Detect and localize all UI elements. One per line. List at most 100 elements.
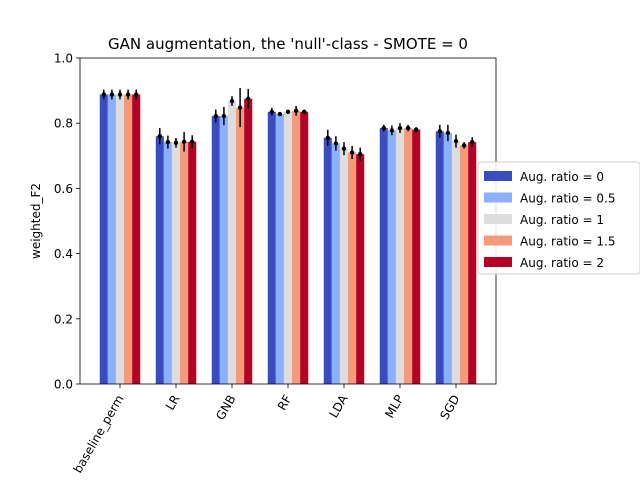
error-point-LDA-series-4 — [358, 151, 363, 157]
error-point-MLP-series-4 — [414, 127, 419, 132]
legend-swatch-3 — [484, 235, 512, 246]
error-point-LDA-series-0 — [325, 135, 330, 141]
error-point-GNB-series-2 — [229, 98, 235, 104]
x-tick-label-LR: LR — [163, 393, 183, 413]
error-point-baseline_perm-series-4 — [134, 92, 139, 97]
bar-RF-series-1 — [275, 114, 284, 385]
bar-LR-series-3 — [180, 141, 189, 384]
bar-GNB-series-2 — [227, 101, 237, 385]
error-point-LR-series-3 — [181, 139, 187, 144]
bar-LDA-series-3 — [348, 152, 357, 384]
error-point-baseline_perm-series-0 — [101, 92, 107, 97]
error-point-SGD-series-4 — [470, 139, 475, 145]
bar-RF-series-3 — [292, 110, 301, 384]
error-point-SGD-series-3 — [461, 143, 467, 148]
legend-label-2: Aug. ratio = 1 — [520, 213, 604, 227]
bar-SGD-series-4 — [468, 142, 477, 384]
error-point-LDA-series-3 — [349, 150, 355, 155]
bar-baseline_perm-series-4 — [132, 94, 141, 385]
bar-LR-series-4 — [188, 141, 197, 384]
error-point-baseline_perm-series-3 — [125, 92, 131, 97]
bar-GNB-series-1 — [219, 116, 228, 384]
legend-swatch-0 — [484, 171, 512, 181]
error-point-SGD-series-1 — [445, 130, 451, 136]
legend-swatch-1 — [484, 192, 512, 203]
bar-MLP-series-2 — [395, 128, 405, 384]
bars-layer — [99, 94, 477, 385]
bar-LR-series-1 — [163, 142, 172, 384]
error-point-LR-series-4 — [190, 139, 195, 144]
y-tick-label-1.0: 1.0 — [54, 52, 73, 66]
x-tick-label-baseline_perm: baseline_perm — [71, 393, 127, 476]
bar-MLP-series-3 — [404, 128, 413, 384]
bar-LDA-series-4 — [356, 154, 365, 384]
bar-LDA-series-0 — [323, 137, 332, 384]
bar-LR-series-0 — [155, 136, 164, 384]
bar-SGD-series-3 — [460, 145, 469, 384]
error-point-RF-series-2 — [285, 109, 291, 114]
x-tick-label-MLP: MLP — [382, 393, 406, 421]
bar-baseline_perm-series-0 — [99, 94, 108, 385]
error-point-baseline_perm-series-1 — [109, 92, 115, 97]
bar-baseline_perm-series-1 — [107, 94, 116, 385]
bar-MLP-series-0 — [379, 128, 388, 384]
legend-label-1: Aug. ratio = 0.5 — [520, 192, 616, 206]
error-point-GNB-series-3 — [237, 105, 243, 110]
bar-LDA-series-2 — [339, 148, 349, 384]
bar-MLP-series-4 — [412, 129, 421, 384]
error-point-MLP-series-0 — [381, 125, 386, 131]
legend-label-0: Aug. ratio = 0 — [520, 170, 604, 184]
y-tick-label-0.4: 0.4 — [54, 247, 73, 261]
chart-title: GAN augmentation, the 'null'-class - SMO… — [108, 35, 468, 53]
error-point-GNB-series-1 — [221, 113, 227, 119]
error-point-GNB-series-0 — [213, 113, 218, 119]
error-point-LR-series-2 — [173, 140, 179, 145]
legend-swatch-4 — [484, 257, 512, 267]
y-tick-label-0.2: 0.2 — [54, 312, 73, 326]
error-bars-layer — [101, 87, 475, 161]
error-point-RF-series-4 — [302, 109, 307, 114]
error-point-LDA-series-1 — [333, 141, 339, 146]
bar-MLP-series-1 — [387, 130, 396, 384]
y-tick-label-0.8: 0.8 — [54, 117, 73, 131]
legend: Aug. ratio = 0 Aug. ratio = 0.5 Aug. ratio… — [477, 161, 640, 275]
x-tick-label-GNB: GNB — [213, 393, 238, 423]
error-point-SGD-series-2 — [453, 138, 459, 144]
bar-LDA-series-1 — [331, 143, 340, 384]
bar-GNB-series-0 — [211, 116, 220, 384]
bar-baseline_perm-series-3 — [124, 94, 133, 385]
error-point-LR-series-1 — [165, 139, 171, 145]
error-point-MLP-series-1 — [389, 128, 395, 133]
y-tick-label-0.6: 0.6 — [54, 182, 73, 196]
x-tick-label-SGD: SGD — [437, 393, 462, 423]
x-tick-label-LDA: LDA — [327, 392, 351, 420]
y-tick-label-0.0: 0.0 — [54, 378, 73, 392]
bar-SGD-series-2 — [451, 141, 461, 384]
error-point-MLP-series-2 — [397, 125, 403, 131]
bar-SGD-series-1 — [443, 132, 452, 384]
bar-GNB-series-4 — [244, 98, 253, 384]
y-axis-label: weighted_F2 — [29, 183, 43, 259]
error-point-baseline_perm-series-2 — [117, 92, 123, 97]
legend-label-3: Aug. ratio = 1.5 — [520, 235, 616, 249]
error-point-RF-series-1 — [277, 111, 283, 117]
bar-RF-series-0 — [267, 111, 276, 384]
bar-LR-series-2 — [171, 142, 181, 384]
error-point-RF-series-3 — [293, 108, 299, 114]
bar-SGD-series-0 — [435, 131, 444, 384]
legend-swatch-2 — [484, 214, 512, 224]
error-point-LDA-series-2 — [341, 146, 347, 151]
x-tick-label-RF: RF — [275, 392, 295, 412]
error-point-LR-series-0 — [157, 134, 162, 139]
bar-RF-series-2 — [283, 111, 293, 384]
legend-box — [477, 161, 640, 275]
bar-RF-series-4 — [300, 111, 309, 384]
error-point-RF-series-0 — [269, 109, 274, 114]
legend-label-4: Aug. ratio = 2 — [520, 256, 604, 270]
error-point-GNB-series-4 — [246, 96, 251, 101]
bar-baseline_perm-series-2 — [115, 94, 125, 385]
error-point-SGD-series-0 — [437, 129, 442, 134]
bar-GNB-series-3 — [236, 107, 245, 384]
